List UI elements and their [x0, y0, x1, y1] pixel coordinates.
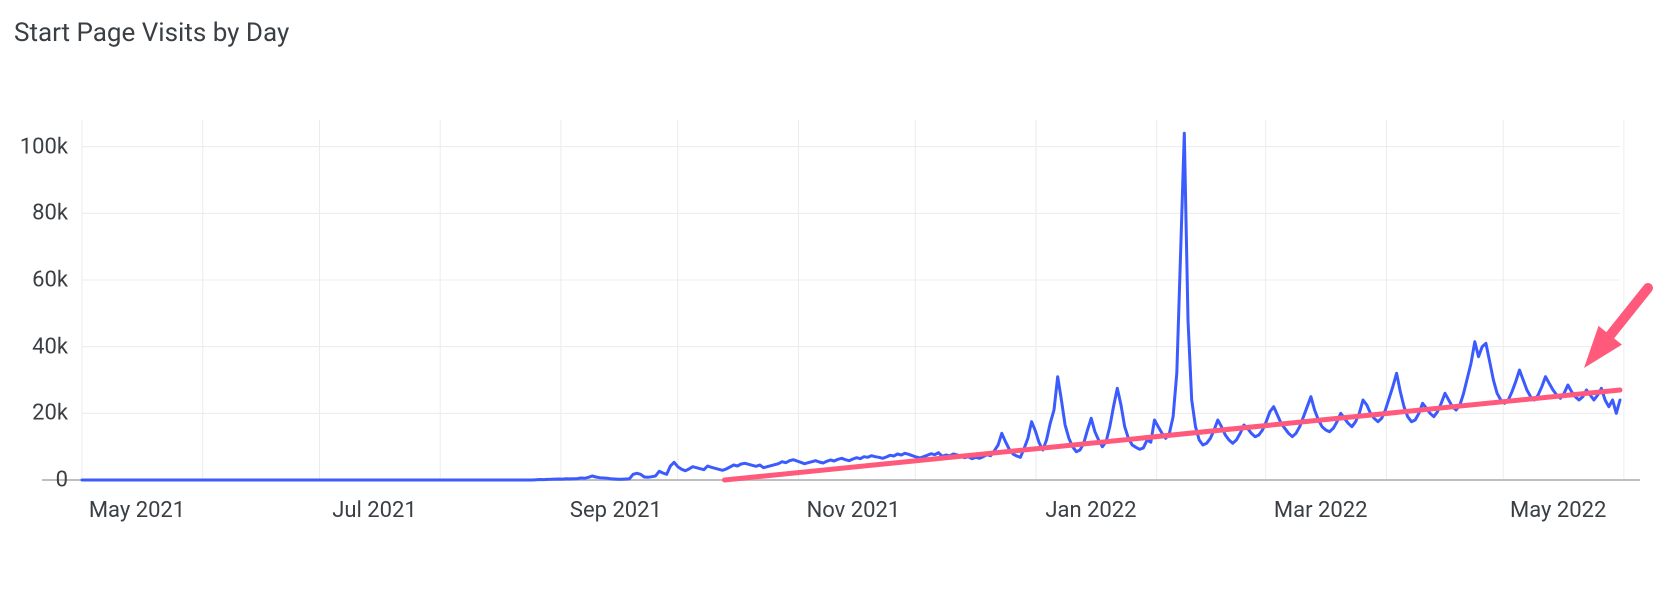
arrow-shaft: [1610, 288, 1648, 335]
x-tick-label: Nov 2021: [807, 498, 901, 523]
y-tick-label: 60k: [8, 268, 68, 293]
x-tick-label: May 2022: [1510, 498, 1606, 523]
x-tick-label: Sep 2021: [570, 498, 662, 523]
x-tick-label: May 2021: [89, 498, 185, 523]
series-line: [82, 133, 1620, 480]
y-tick-label: 0: [8, 468, 68, 493]
y-tick-label: 100k: [8, 134, 68, 159]
y-tick-label: 40k: [8, 334, 68, 359]
y-tick-label: 20k: [8, 401, 68, 426]
y-tick-label: 80k: [8, 201, 68, 226]
x-tick-label: Jul 2021: [332, 498, 417, 523]
x-tick-label: Jan 2022: [1045, 498, 1136, 523]
trend-line: [724, 390, 1620, 480]
x-tick-label: Mar 2022: [1274, 498, 1368, 523]
